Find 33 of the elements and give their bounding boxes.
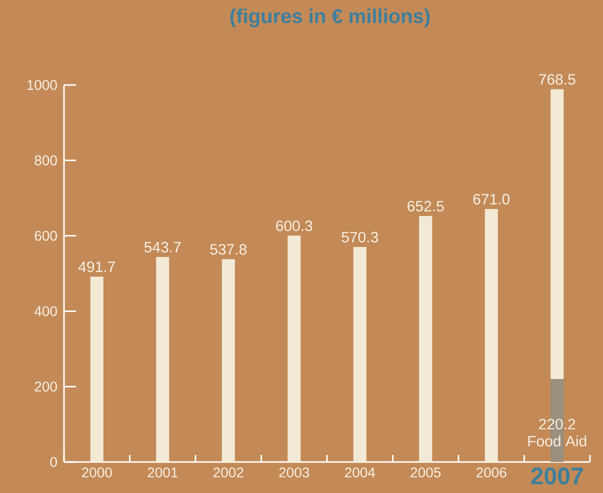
x-tick-label: 2000 [82,468,112,478]
data-label: 537.8 [210,244,246,255]
x-tick-label: 2001 [148,468,178,478]
bar [156,257,170,462]
data-label: 768.5 [539,74,576,85]
y-tick-label: 400 [34,306,57,316]
bar [484,209,498,462]
bar [353,246,366,462]
bar [90,276,104,462]
x-tick-label: 2002 [214,468,244,478]
chart-title: (figures in € millions) [230,8,430,28]
bar [288,236,301,462]
x-tick-label: 2005 [410,468,441,478]
x-tick-label: 2006 [476,468,506,478]
x-tick-label: 2004 [345,468,376,478]
bar [419,216,432,462]
y-tick-label: 1000 [27,80,57,90]
data-label: 491.7 [78,261,115,272]
data-label: 600.3 [276,220,312,232]
data-label: 671.0 [473,194,510,204]
bar [550,89,564,379]
bar [222,259,235,462]
data-label: 543.7 [144,242,181,252]
series-label: Food Aid [528,435,586,446]
y-tick-label: 800 [34,155,57,166]
data-label: 220.2 [539,418,576,430]
y-tick-label: 200 [34,382,57,392]
x-tick-label: 2007 [531,468,583,485]
data-label: 652.5 [408,200,444,212]
data-label: 570.3 [342,232,378,242]
x-tick-label: 2003 [279,468,310,478]
y-tick-label: 0 [50,457,57,467]
y-tick-label: 600 [34,230,57,241]
